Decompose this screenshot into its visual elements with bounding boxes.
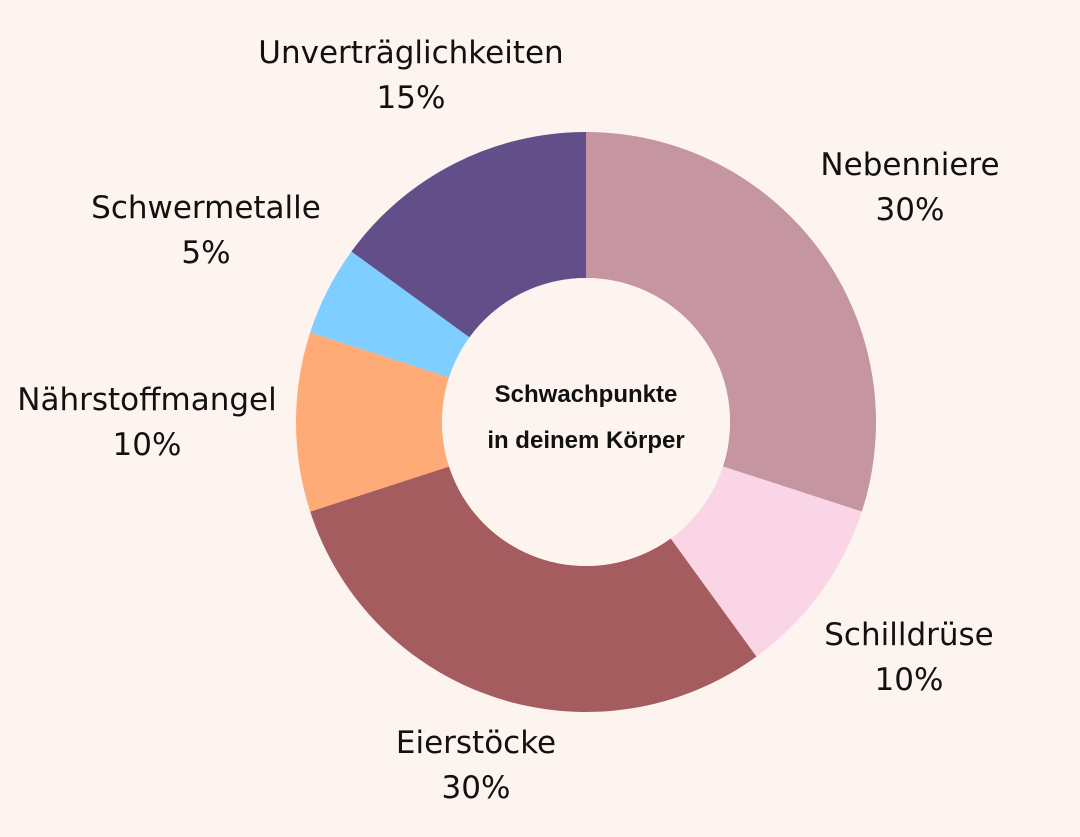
slice-schwermetalle (310, 251, 470, 378)
donut-hole (442, 278, 730, 566)
label-nebenniere-name: Nebenniere (820, 147, 1000, 183)
label-schwermetalle-name: Schwermetalle (91, 190, 321, 226)
label-naehrstoffmangel-name: Nährstoffmangel (17, 382, 277, 418)
center-label-line-1: Schwachpunkte (494, 381, 678, 408)
label-schwermetalle-value: 5% (181, 235, 231, 271)
label-eierstoecke-name: Eierstöcke (395, 725, 557, 761)
label-unvertraeglichkeiten-value: 15% (376, 80, 446, 116)
label-schilldruese-value: 10% (874, 662, 944, 698)
slice-nebenniere (586, 132, 876, 512)
slice-eierstoecke (310, 466, 757, 712)
slice-schilldruese (670, 466, 862, 657)
slice-unvertraeglichkeiten (351, 132, 586, 338)
label-unvertraeglichkeiten-name: Unverträglichkeiten (258, 35, 564, 71)
label-eierstoecke: Eierstöcke 30% (396, 721, 556, 811)
label-schilldruese: Schilldrüse 10% (824, 613, 994, 703)
label-nebenniere-value: 30% (875, 192, 945, 228)
label-schwermetalle: Schwermetalle 5% (91, 186, 321, 276)
label-nebenniere: Nebenniere 30% (820, 143, 999, 233)
label-naehrstoffmangel: Nährstoffmangel 10% (17, 378, 276, 468)
label-unvertraeglichkeiten: Unverträglichkeiten 15% (258, 31, 563, 121)
slice-naehrstoffmangel (296, 332, 450, 512)
center-label-line-2: in deinem Körper (487, 427, 685, 454)
label-naehrstoffmangel-value: 10% (112, 427, 182, 463)
label-schilldruese-name: Schilldrüse (824, 617, 994, 653)
label-eierstoecke-value: 30% (441, 770, 511, 806)
